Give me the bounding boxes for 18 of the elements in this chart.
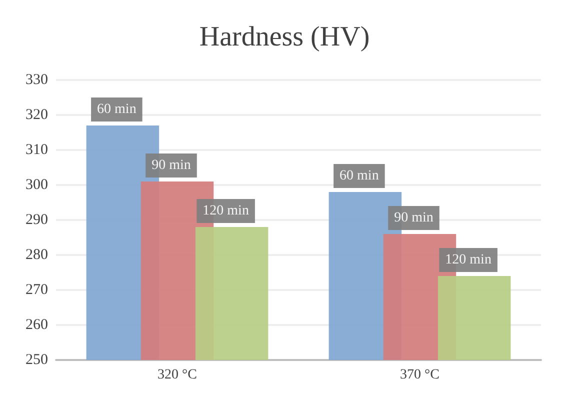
y-tick-label: 290	[26, 212, 48, 228]
y-tick-label: 320	[26, 107, 48, 123]
x-tick-label: 320 °C	[158, 368, 197, 382]
series-label: 60 min	[97, 102, 136, 117]
y-tick-label: 300	[26, 177, 48, 193]
series-label: 90 min	[152, 158, 191, 173]
text: 60 min	[340, 168, 379, 184]
y-tick-label: 330	[26, 72, 48, 88]
y-tick-label: 260	[26, 317, 48, 333]
text: 120 min	[445, 252, 492, 268]
chart-title: Hardness (HV)	[199, 22, 370, 52]
x-tick-label: 370 °C	[400, 368, 440, 382]
series-label: 120 min	[202, 204, 249, 218]
y-tick-label: 280	[26, 247, 48, 263]
y-tick-label: 250	[26, 352, 48, 368]
text: 90 min	[394, 210, 434, 226]
y-tick-label: 310	[26, 142, 48, 158]
y-tick-label: 270	[26, 282, 48, 298]
